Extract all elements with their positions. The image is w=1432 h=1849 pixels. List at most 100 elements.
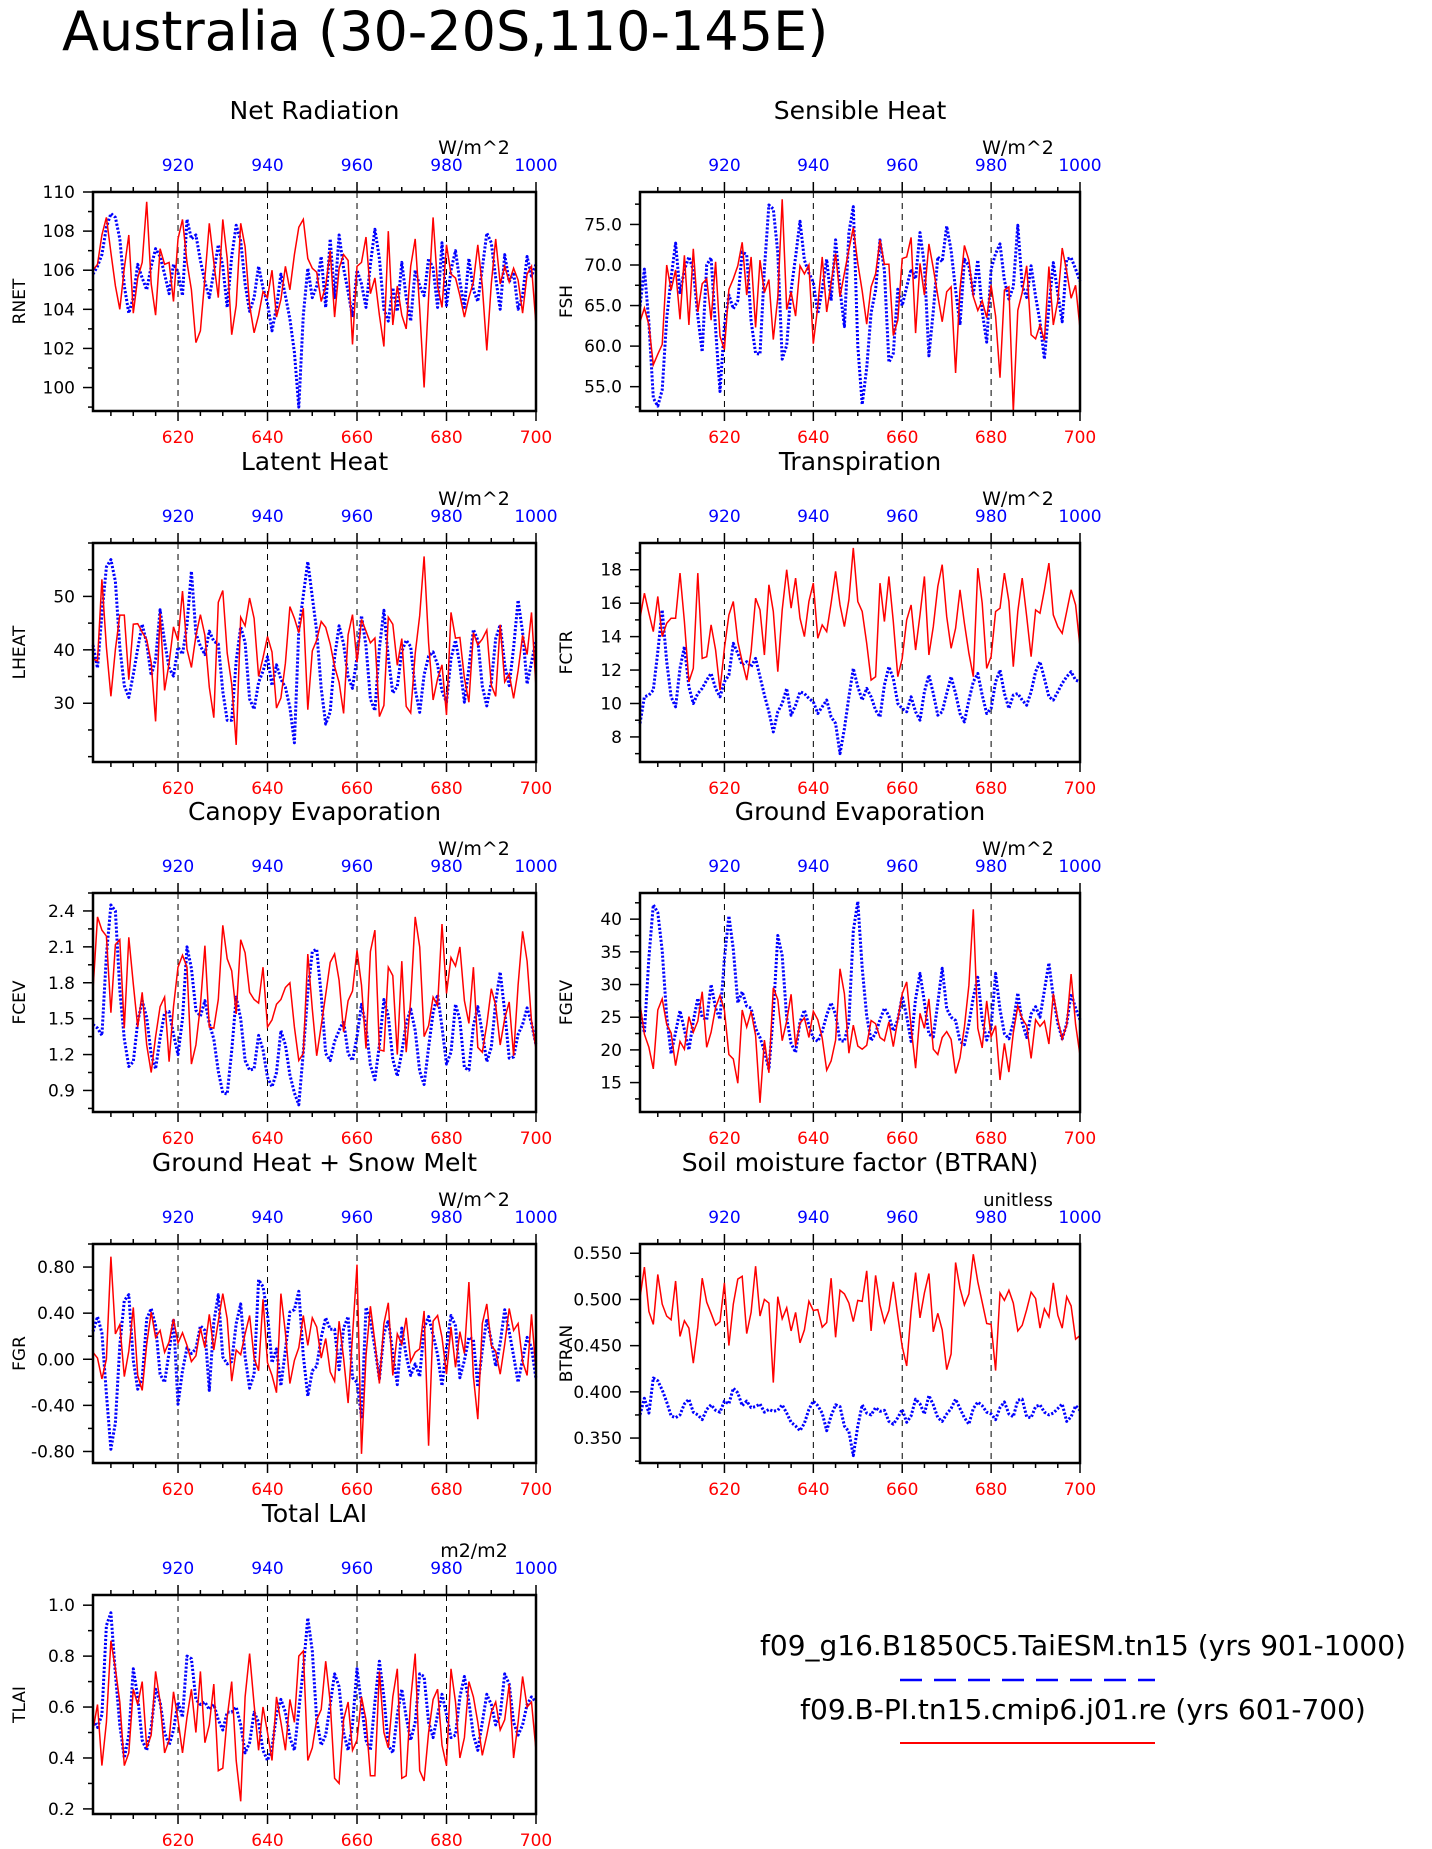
x-tick-label-bottom: 700 bbox=[1064, 428, 1096, 448]
series-line-case2 bbox=[639, 547, 1081, 691]
chart-units: unitless bbox=[983, 1190, 1053, 1211]
chart-title: Sensible Heat bbox=[774, 96, 947, 125]
plot-frame bbox=[638, 541, 1082, 764]
x-tick-label-bottom: 640 bbox=[251, 1831, 283, 1849]
y-tick-label: 70.0 bbox=[584, 256, 622, 276]
y-tick-label: 16 bbox=[600, 594, 622, 614]
x-tick-label-top: 960 bbox=[341, 507, 373, 527]
chart-panel-1: Net Radiation W/m^2 620 640 660 680 700 920 940 9… bbox=[10, 96, 558, 448]
chart-panels: Net Radiation W/m^2 620 640 660 680 700 920 940 9… bbox=[10, 96, 1102, 1849]
x-tick-label-top: 920 bbox=[708, 156, 740, 176]
y-tick-label: 2.1 bbox=[48, 938, 75, 958]
x-tick-label-top: 1000 bbox=[514, 156, 557, 176]
x-tick-label-bottom: 620 bbox=[162, 1129, 194, 1149]
x-tick-label-bottom: 700 bbox=[1064, 1129, 1096, 1149]
x-tick-label-bottom: 680 bbox=[975, 779, 1007, 799]
chart-title: Canopy Evaporation bbox=[188, 797, 441, 826]
x-tick-label-bottom: 680 bbox=[430, 1831, 462, 1849]
x-tick-label-bottom: 660 bbox=[886, 1480, 918, 1500]
x-tick-label-bottom: 620 bbox=[162, 1480, 194, 1500]
x-tick-label-top: 980 bbox=[975, 156, 1007, 176]
x-tick-label-top: 920 bbox=[162, 156, 194, 176]
x-tick-label-top: 980 bbox=[430, 507, 462, 527]
x-tick-label-top: 1000 bbox=[1058, 1208, 1101, 1228]
plot-frame bbox=[91, 1593, 538, 1816]
chart-units: W/m^2 bbox=[982, 838, 1054, 860]
x-tick-label-bottom: 640 bbox=[797, 428, 829, 448]
chart-title: Net Radiation bbox=[230, 96, 400, 125]
x-tick-label-top: 940 bbox=[797, 507, 829, 527]
y-tick-label: 108 bbox=[43, 222, 75, 242]
x-tick-label-top: 940 bbox=[251, 1208, 283, 1228]
y-tick-label: 0.8 bbox=[48, 1647, 75, 1667]
y-tick-label: 110 bbox=[43, 183, 75, 203]
y-tick-label: 55.0 bbox=[584, 378, 622, 398]
chart-title: Total LAI bbox=[261, 1499, 367, 1528]
x-tick-label-bottom: 620 bbox=[708, 1129, 740, 1149]
chart-title: Transpiration bbox=[778, 447, 941, 476]
chart-panel-2: Sensible Heat W/m^2 620 640 660 680 700 920 940 9… bbox=[557, 96, 1102, 448]
y-tick-label: 40 bbox=[53, 641, 75, 661]
x-tick-label-top: 920 bbox=[708, 1208, 740, 1228]
x-tick-label-top: 1000 bbox=[514, 857, 557, 877]
x-tick-label-top: 1000 bbox=[1058, 857, 1101, 877]
chart-units: W/m^2 bbox=[438, 137, 510, 159]
x-tick-label-bottom: 700 bbox=[520, 1480, 552, 1500]
x-tick-label-bottom: 680 bbox=[430, 428, 462, 448]
chart-panel-5: Canopy Evaporation W/m^2 620 640 660 680 700 92… bbox=[10, 797, 558, 1149]
plot-frame bbox=[638, 1242, 1082, 1465]
y-tick-label: -0.80 bbox=[31, 1442, 75, 1462]
x-tick-label-bottom: 640 bbox=[797, 779, 829, 799]
x-tick-label-top: 940 bbox=[251, 857, 283, 877]
x-tick-label-bottom: 620 bbox=[708, 779, 740, 799]
plot-frame bbox=[91, 541, 538, 764]
x-tick-label-top: 1000 bbox=[1058, 156, 1101, 176]
x-tick-label-top: 980 bbox=[430, 1559, 462, 1579]
x-tick-label-top: 940 bbox=[797, 857, 829, 877]
y-tick-label: 18 bbox=[600, 561, 622, 581]
series-line-case2 bbox=[92, 1640, 537, 1802]
chart-units: W/m^2 bbox=[982, 488, 1054, 510]
series-line-case1 bbox=[91, 1611, 538, 1762]
x-tick-label-top: 960 bbox=[341, 857, 373, 877]
y-tick-label: 0.450 bbox=[573, 1337, 622, 1357]
y-tick-label: 100 bbox=[43, 379, 75, 399]
x-tick-label-top: 980 bbox=[975, 857, 1007, 877]
x-tick-label-top: 960 bbox=[886, 1208, 918, 1228]
x-tick-label-top: 920 bbox=[162, 857, 194, 877]
series-line-case1 bbox=[92, 903, 538, 1107]
chart-units: W/m^2 bbox=[438, 1189, 510, 1211]
x-tick-label-top: 960 bbox=[886, 507, 918, 527]
y-tick-label: 50 bbox=[53, 587, 75, 607]
series-line-case2 bbox=[639, 1254, 1081, 1383]
x-tick-label-top: 980 bbox=[975, 507, 1007, 527]
x-tick-label-top: 940 bbox=[251, 156, 283, 176]
x-tick-label-bottom: 680 bbox=[430, 779, 462, 799]
y-axis-label: RNET bbox=[10, 278, 30, 324]
x-tick-label-top: 1000 bbox=[1058, 507, 1101, 527]
y-axis-label: FGEV bbox=[557, 979, 577, 1025]
x-tick-label-top: 940 bbox=[797, 156, 829, 176]
y-tick-label: 0.6 bbox=[48, 1698, 75, 1718]
chart-units: m2/m2 bbox=[440, 1540, 508, 1562]
y-tick-label: 8 bbox=[611, 728, 622, 748]
x-tick-label-bottom: 680 bbox=[430, 1129, 462, 1149]
series-line-case2 bbox=[92, 916, 537, 1073]
series-line-case2 bbox=[92, 1256, 537, 1454]
chart-title: Ground Evaporation bbox=[735, 797, 985, 826]
x-tick-label-top: 920 bbox=[708, 507, 740, 527]
y-tick-label: 1.5 bbox=[48, 1010, 75, 1030]
plot-frame bbox=[638, 891, 1082, 1114]
x-tick-label-bottom: 660 bbox=[341, 1480, 373, 1500]
y-tick-label: 75.0 bbox=[584, 215, 622, 235]
chart-panel-9: Total LAI m2/m2 620 640 660 680 700 920 940 960 98… bbox=[10, 1499, 558, 1849]
chart-units: W/m^2 bbox=[438, 488, 510, 510]
chart-panel-4: Transpiration W/m^2 620 640 660 680 700 920 940 9… bbox=[557, 447, 1102, 799]
y-tick-label: 14 bbox=[600, 628, 622, 648]
y-tick-label: 0.80 bbox=[37, 1258, 75, 1278]
x-tick-label-bottom: 700 bbox=[1064, 779, 1096, 799]
x-tick-label-top: 920 bbox=[162, 507, 194, 527]
series-line-case2 bbox=[639, 199, 1081, 412]
x-tick-label-bottom: 640 bbox=[251, 1480, 283, 1500]
x-tick-label-bottom: 700 bbox=[520, 779, 552, 799]
